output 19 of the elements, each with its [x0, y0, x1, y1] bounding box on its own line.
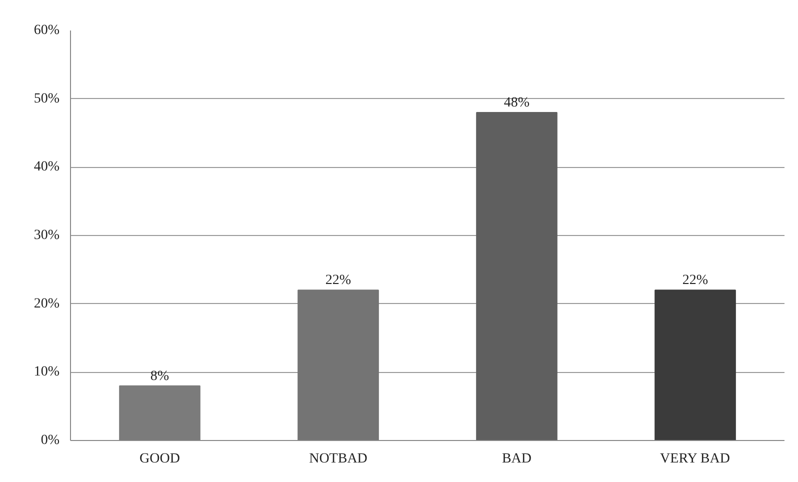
y-tick-label: 40%	[34, 160, 60, 175]
y-tick-label: 30%	[34, 228, 60, 243]
data-label: 22%	[325, 273, 352, 288]
bar	[119, 385, 200, 440]
y-tick-label: 50%	[34, 91, 60, 106]
x-tick-label: GOOD	[140, 452, 180, 466]
x-tick-label: BAD	[502, 452, 532, 466]
y-tick-label: 10%	[34, 364, 60, 380]
y-tick-label: 20%	[34, 296, 60, 312]
y-tick-label: 60%	[34, 23, 60, 38]
data-label: 22%	[682, 273, 708, 288]
data-label: 8%	[150, 368, 170, 384]
bar	[476, 112, 558, 440]
data-label: 48%	[504, 96, 530, 110]
y-tick-label: 0%	[40, 433, 60, 448]
bar	[298, 290, 379, 440]
bar	[654, 290, 736, 440]
x-tick-label: VERY BAD	[660, 452, 730, 466]
x-tick-label: NOTBAD	[309, 452, 368, 466]
